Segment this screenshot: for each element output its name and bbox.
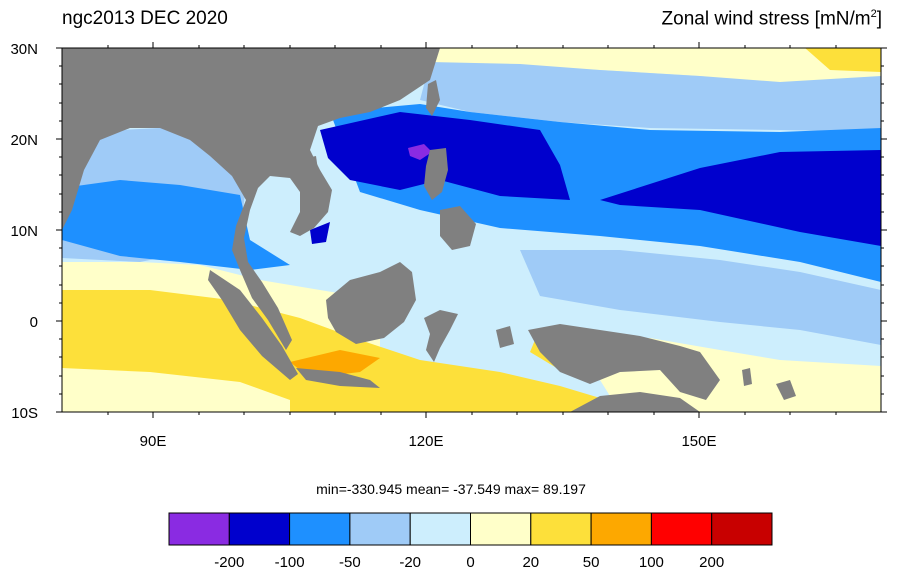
colorbar-label: -200 xyxy=(214,554,244,571)
land-masses xyxy=(62,48,796,412)
stat-mean: mean= -37.549 xyxy=(406,481,501,497)
variable-title: Zonal wind stress [mN/m2] xyxy=(661,8,882,30)
stat-max: max= 89.197 xyxy=(504,481,586,497)
stat-min: min=-330.945 xyxy=(316,481,403,497)
colorbar-label: 0 xyxy=(466,554,474,571)
colorbar-labels: -200 -100 -50 -20 0 20 50 100 200 xyxy=(214,554,724,571)
lat-label-30n: 30N xyxy=(10,41,38,58)
colorbar-label: 50 xyxy=(583,554,600,571)
lat-label-10s: 10S xyxy=(11,405,38,422)
colorbar-label: 20 xyxy=(522,554,539,571)
colorbar-box xyxy=(349,512,411,546)
lat-ticks xyxy=(56,47,887,413)
lon-ticks xyxy=(107,42,837,418)
colorbar-box xyxy=(711,512,773,546)
colorbar-box xyxy=(289,512,351,546)
colorbar-label: 100 xyxy=(639,554,664,571)
lat-label-0: 0 xyxy=(30,314,38,331)
colorbar-box xyxy=(590,512,652,546)
colorbar-box xyxy=(168,512,230,546)
stats-line: min=-330.945 mean= -37.549 max= 89.197 xyxy=(0,481,902,497)
colorbar xyxy=(168,512,773,546)
colorbar-box xyxy=(650,512,713,546)
lat-label-10n: 10N xyxy=(10,223,38,240)
colorbar-box xyxy=(470,512,532,546)
map-field xyxy=(62,48,881,412)
lon-label-120e: 120E xyxy=(408,433,443,450)
colorbar-label: -50 xyxy=(339,554,361,571)
colorbar-label: -20 xyxy=(399,554,421,571)
colorbar-box xyxy=(228,512,291,546)
colorbar-label: 200 xyxy=(699,554,724,571)
colorbar-label: -100 xyxy=(275,554,305,571)
plot-title: ngc2013 DEC 2020 xyxy=(62,8,228,29)
colorbar-box xyxy=(530,512,592,546)
lon-label-90e: 90E xyxy=(140,433,167,450)
lon-label-150e: 150E xyxy=(681,433,716,450)
colorbar-box xyxy=(409,512,472,546)
lat-label-20n: 20N xyxy=(10,132,38,149)
